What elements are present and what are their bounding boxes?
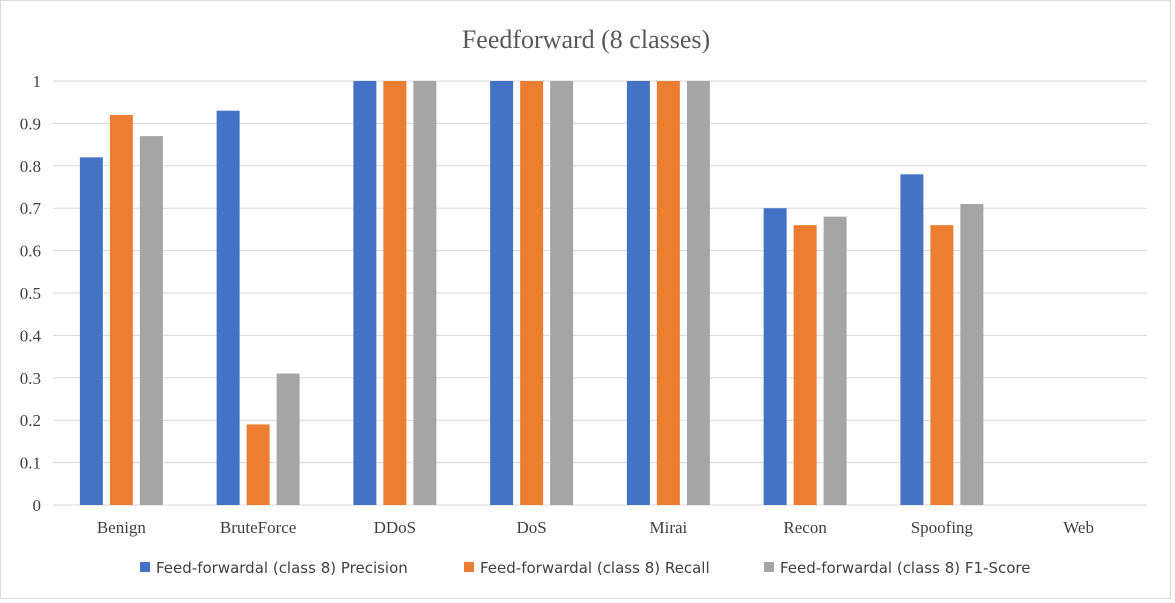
legend-label: Feed-forwardal (class 8) Precision xyxy=(156,559,408,577)
x-category-label: BruteForce xyxy=(220,518,296,537)
bar-benign-f1-score xyxy=(139,136,163,505)
chart-title: Feedforward (8 classes) xyxy=(462,25,710,54)
bar-dos-f1-score xyxy=(550,81,574,505)
bar-bruteforce-f1-score xyxy=(276,373,300,505)
bar-bruteforce-recall xyxy=(246,424,270,505)
y-tick-label: 0 xyxy=(33,496,42,515)
x-category-label: Web xyxy=(1063,518,1094,537)
y-tick-label: 0.8 xyxy=(20,157,41,176)
x-category-label: Benign xyxy=(97,518,147,537)
y-tick-label: 0.1 xyxy=(20,454,41,473)
x-axis-category-labels: Benign BruteForce DDoS DoS Mirai Recon Spoofin… xyxy=(97,518,1094,537)
x-category-label: DoS xyxy=(517,518,547,537)
y-tick-label: 0.6 xyxy=(20,242,41,261)
bar-spoofing-recall xyxy=(930,225,954,505)
y-tick-label: 0.4 xyxy=(20,326,42,345)
bar-mirai-precision xyxy=(626,81,650,505)
y-tick-label: 0.9 xyxy=(20,114,41,133)
y-tick-label: 0.7 xyxy=(20,199,42,218)
bar-ddos-f1-score xyxy=(413,81,437,505)
bar-ddos-precision xyxy=(353,81,377,505)
x-category-label: Spoofing xyxy=(911,518,974,537)
bar-ddos-recall xyxy=(383,81,407,505)
bar-benign-recall xyxy=(109,114,133,506)
bar-mirai-f1-score xyxy=(686,81,710,505)
y-tick-label: 0.3 xyxy=(20,369,41,388)
bars xyxy=(79,81,984,506)
bar-recon-precision xyxy=(763,208,787,505)
legend-swatch xyxy=(464,562,474,572)
bar-recon-recall xyxy=(793,225,817,505)
bar-spoofing-f1-score xyxy=(960,203,984,505)
bar-spoofing-precision xyxy=(900,174,924,505)
legend-swatch xyxy=(764,562,774,572)
bar-dos-precision xyxy=(490,81,514,505)
x-category-label: Mirai xyxy=(649,518,687,537)
bar-recon-f1-score xyxy=(823,216,847,505)
y-tick-label: 1 xyxy=(33,72,42,91)
bar-bruteforce-precision xyxy=(216,110,240,506)
x-category-label: Recon xyxy=(783,518,827,537)
legend-label: Feed-forwardal (class 8) Recall xyxy=(480,559,710,577)
y-tick-label: 0.5 xyxy=(20,284,41,303)
legend-swatch xyxy=(140,562,150,572)
bar-dos-recall xyxy=(520,81,544,505)
bar-mirai-recall xyxy=(656,81,680,505)
legend: Feed-forwardal (class 8) Precision Feed-f… xyxy=(140,559,1030,577)
legend-label: Feed-forwardal (class 8) F1-Score xyxy=(780,559,1030,577)
x-category-label: DDoS xyxy=(374,518,417,537)
y-axis-tick-labels: 0 0.1 0.2 0.3 0.4 0.5 0.6 0.7 0.8 0.9 1 xyxy=(20,72,42,515)
y-tick-label: 0.2 xyxy=(20,411,41,430)
bar-benign-precision xyxy=(79,157,103,505)
